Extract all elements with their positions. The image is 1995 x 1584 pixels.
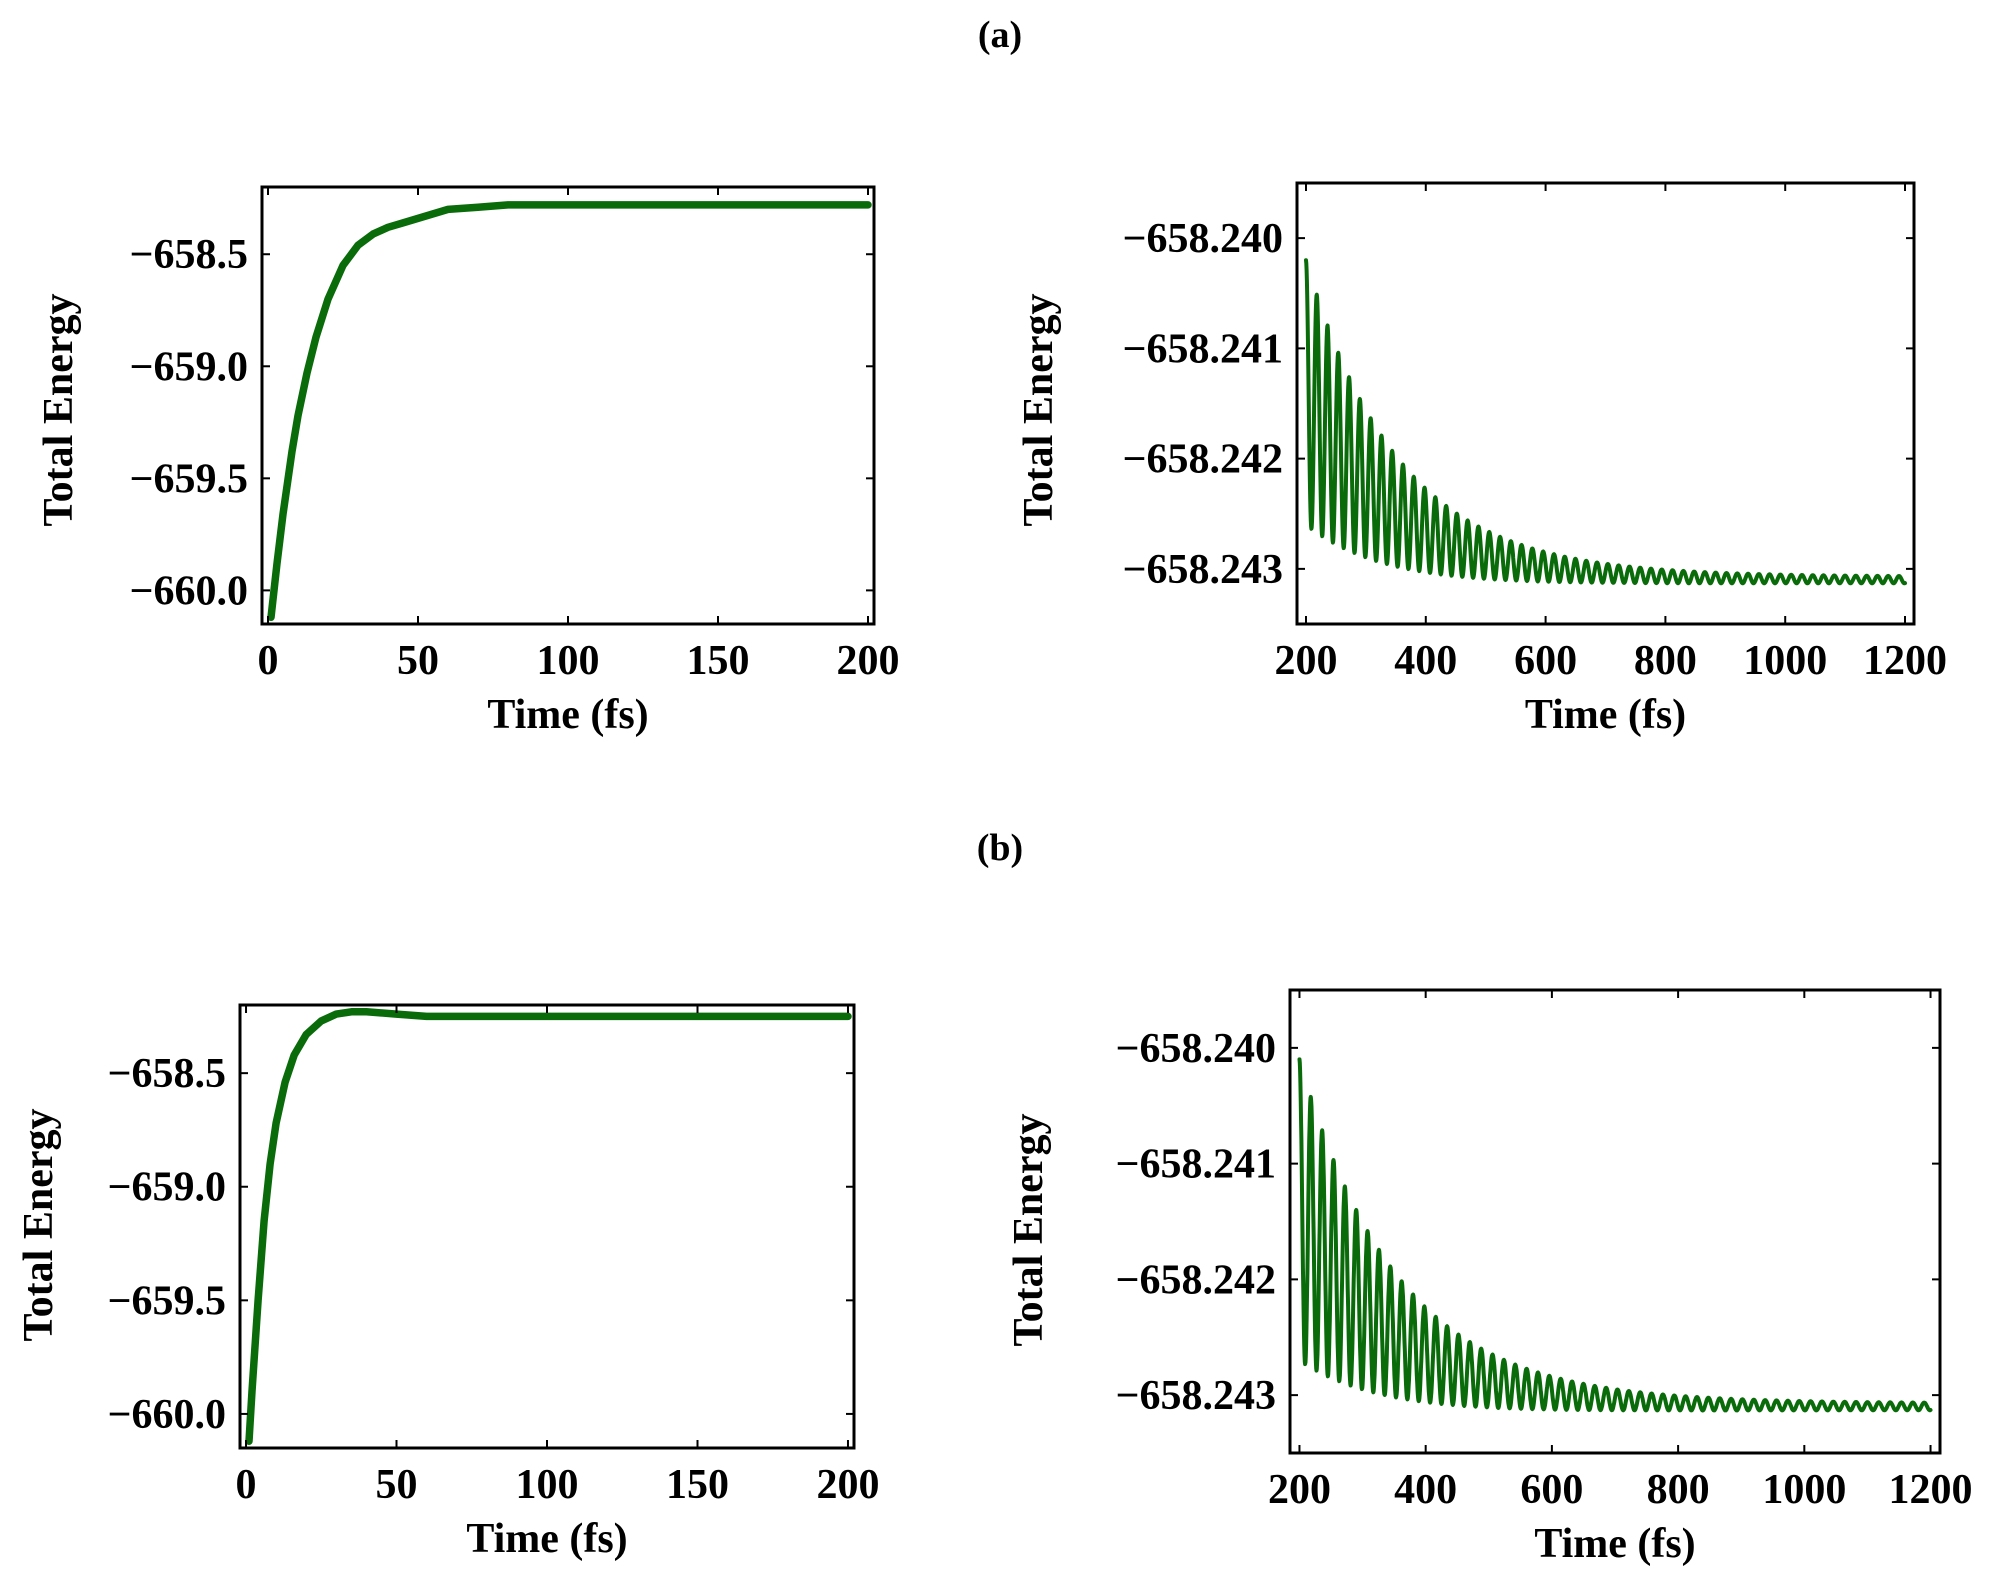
x-tick-label: 800	[1647, 1467, 1710, 1513]
x-tick-label: 600	[1514, 638, 1577, 684]
x-axis-label: Time (fs)	[1525, 692, 1686, 738]
plot-frame	[238, 1003, 856, 1450]
y-tick-label: −660.0	[130, 568, 248, 614]
y-tick-label: −658.5	[108, 1051, 226, 1097]
chart-2: 200 400 600 800 1000 1200 −658.240 −658.241 −658…	[1016, 181, 1947, 738]
series-line	[267, 201, 872, 622]
x-tick-label: 800	[1634, 638, 1697, 684]
series-line	[245, 1008, 852, 1445]
x-tick-label: 0	[236, 1462, 257, 1508]
x-tick-label: 400	[1394, 638, 1457, 684]
chart-3: 0 50 100 150 200 −658.5 −659.0 −659.5 −660.0 Time…	[16, 1003, 879, 1562]
x-tick-label: 1200	[1863, 638, 1947, 684]
y-tick-label: −659.5	[108, 1278, 226, 1324]
y-tick-label: −658.243	[1116, 1373, 1276, 1419]
x-tick-label: 200	[1274, 638, 1337, 684]
y-tick-label: −658.241	[1116, 1142, 1276, 1188]
x-tick-label: 0	[258, 638, 279, 684]
x-tick-label: 200	[837, 638, 900, 684]
y-tick-label: −658.240	[1123, 216, 1283, 262]
series-line	[1297, 1057, 1933, 1413]
x-axis-label: Time (fs)	[1534, 1521, 1695, 1567]
x-tick-label: 1200	[1889, 1467, 1973, 1513]
y-axis-label: Total Energy	[1006, 1114, 1052, 1347]
x-axis-label: Time (fs)	[487, 692, 648, 738]
x-tick-label: 100	[516, 1462, 579, 1508]
y-tick-label: −658.242	[1116, 1257, 1276, 1303]
y-tick-label: −658.242	[1123, 437, 1283, 483]
y-tick-label: −660.0	[108, 1392, 226, 1438]
x-tick-label: 200	[816, 1462, 879, 1508]
y-tick-label: −659.0	[130, 344, 248, 390]
chart-1: 0 50 100 150 200 −658.5 −659.0 −659.5 −660.0 Time…	[36, 185, 900, 738]
plot-frame	[1295, 181, 1916, 626]
panel-label-b: (b)	[977, 827, 1023, 869]
x-tick-label: 400	[1394, 1467, 1457, 1513]
y-tick-label: −658.240	[1116, 1026, 1276, 1072]
x-tick-label: 150	[666, 1462, 729, 1508]
y-tick-label: −659.0	[108, 1165, 226, 1211]
x-tick-label: 100	[537, 638, 600, 684]
x-tick-label: 50	[397, 638, 439, 684]
plot-frame	[1288, 988, 1942, 1455]
y-tick-label: −658.5	[130, 232, 248, 278]
y-axis-label: Total Energy	[16, 1109, 62, 1342]
y-axis-label: Total Energy	[1016, 294, 1062, 527]
x-tick-label: 600	[1520, 1467, 1583, 1513]
x-tick-label: 1000	[1762, 1467, 1846, 1513]
y-tick-label: −658.243	[1123, 547, 1283, 593]
x-tick-label: 150	[687, 638, 750, 684]
x-axis-label: Time (fs)	[466, 1516, 627, 1562]
plots-group: 0 50 100 150 200 −658.5 −659.0 −659.5 −660.0 Time…	[16, 181, 1973, 1567]
chart-4: 200 400 600 800 1000 1200 −658.240 −658.241 −658…	[1006, 988, 1973, 1567]
y-tick-label: −659.5	[130, 456, 248, 502]
x-tick-label: 1000	[1743, 638, 1827, 684]
series-line	[1304, 258, 1907, 586]
y-tick-label: −658.241	[1123, 326, 1283, 372]
x-tick-label: 200	[1268, 1467, 1331, 1513]
x-tick-label: 50	[376, 1462, 418, 1508]
y-axis-label: Total Energy	[36, 294, 82, 527]
panel-label-a: (a)	[978, 14, 1022, 56]
